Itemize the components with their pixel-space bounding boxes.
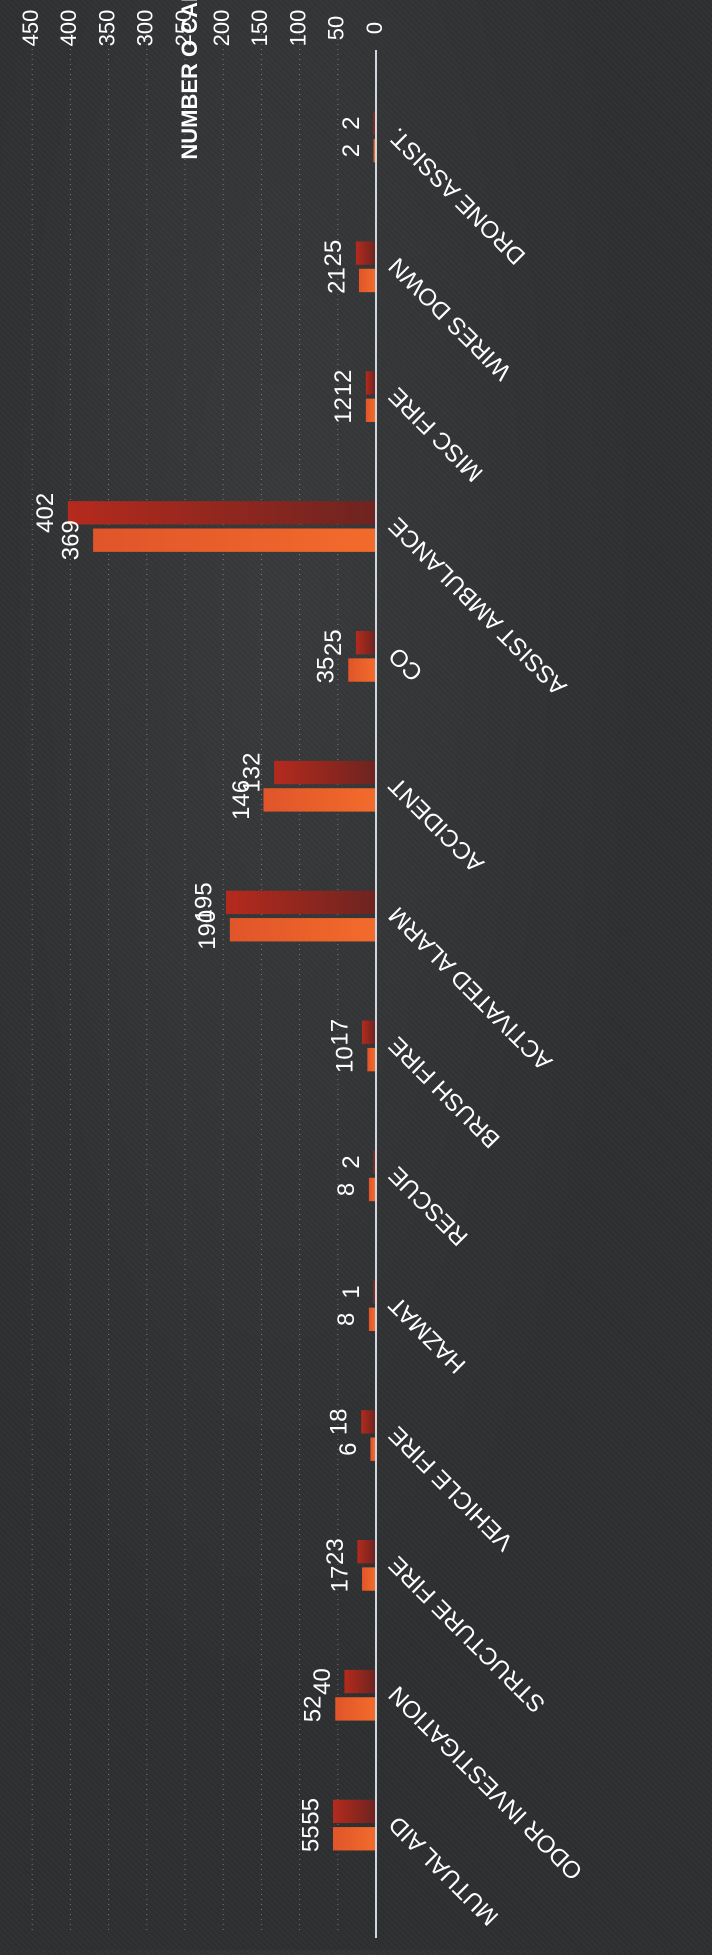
data-label: 17 <box>326 1566 353 1593</box>
category-label: MUTUAL AID <box>384 1810 504 1930</box>
data-label: 35 <box>313 657 340 684</box>
category-label: BRUSH FIRE <box>384 1031 506 1153</box>
data-label: 52 <box>300 1696 327 1723</box>
data-label: 195 <box>190 882 217 922</box>
bar-series-2 <box>357 1539 375 1564</box>
y-tick-label: 400 <box>56 10 81 47</box>
bar-series-2 <box>355 630 375 655</box>
bar-series-2 <box>373 1150 375 1174</box>
data-label: 2 <box>338 1155 365 1168</box>
y-tick-label: 450 <box>18 10 43 47</box>
category-label: MISC FIRE <box>384 382 489 487</box>
bar-series-1 <box>335 1697 375 1721</box>
bar-series-1 <box>370 1437 375 1461</box>
category-label: ACCIDENT <box>383 771 489 877</box>
data-label: 146 <box>228 780 255 820</box>
data-label: 25 <box>320 240 347 267</box>
y-axis-title: NUMBER O CALLS <box>177 0 202 160</box>
data-label: 8 <box>333 1313 360 1326</box>
bar-series-1 <box>362 1567 375 1591</box>
data-label: 2 <box>338 117 365 130</box>
data-label: 402 <box>32 493 59 533</box>
bar-series-2 <box>332 1799 375 1824</box>
category-label: VEHICLE FIRE <box>384 1421 519 1556</box>
y-tick-label: 300 <box>133 10 158 47</box>
bar-series-1 <box>348 658 375 682</box>
bar-series-1 <box>365 398 375 423</box>
y-tick-label: 200 <box>209 10 234 47</box>
category-label: RESCUE <box>384 1161 474 1251</box>
data-label: 17 <box>326 1019 353 1046</box>
data-label: 1 <box>338 1285 365 1298</box>
bar-series-2 <box>373 111 375 135</box>
category-label: DRONE ASSIST. <box>384 122 531 269</box>
y-tick-label: 100 <box>285 10 310 47</box>
category-label: HAZMAT <box>383 1291 471 1379</box>
bar-series-1 <box>368 1307 375 1332</box>
bar-series-1 <box>93 528 375 552</box>
y-tick-label: 50 <box>324 16 349 40</box>
bar-series-1 <box>373 138 375 163</box>
y-tick-label: 250 <box>171 10 196 47</box>
bar-series-1 <box>332 1827 375 1851</box>
bar-series-1 <box>358 268 375 293</box>
bar-series-2 <box>365 371 375 395</box>
data-label: 21 <box>323 267 350 294</box>
gridlines <box>31 20 339 1930</box>
data-label: 25 <box>320 629 347 656</box>
category-label: WIRES DOWN <box>384 252 517 385</box>
data-label: 55 <box>297 1825 324 1852</box>
data-label: 18 <box>326 1408 353 1435</box>
bar-series-1 <box>367 1047 375 1072</box>
category-label: CO <box>384 642 429 687</box>
bar-series-2 <box>274 760 375 785</box>
bar-series-2 <box>67 501 375 525</box>
data-label: 6 <box>335 1443 362 1456</box>
axes: 0 50 100 150 200 250 300 350 400 450 NUMBER O CALL… <box>18 0 387 1938</box>
data-label: 12 <box>330 370 357 397</box>
y-tick-label: 350 <box>94 10 119 47</box>
data-label: 23 <box>322 1538 349 1565</box>
bar-series-1 <box>229 918 375 942</box>
data-label: 40 <box>309 1668 336 1695</box>
data-label: 55 <box>297 1798 324 1825</box>
data-label: 2 <box>338 144 365 157</box>
bar-series-1 <box>263 788 375 812</box>
y-tick-label: 150 <box>247 10 272 47</box>
y-tick-label: 0 <box>362 22 387 34</box>
bar-series-1 <box>368 1177 375 1202</box>
bar-series-2 <box>361 1410 375 1434</box>
data-label: 8 <box>333 1183 360 1196</box>
data-label: 132 <box>238 753 265 793</box>
bar-series-2 <box>373 1280 375 1304</box>
bar-series-2 <box>226 890 375 915</box>
data-label: 12 <box>330 397 357 424</box>
bars <box>67 111 375 1851</box>
bar-series-2 <box>362 1020 375 1044</box>
bar-series-2 <box>344 1669 375 1694</box>
data-label: 369 <box>57 520 84 560</box>
bar-series-2 <box>355 241 375 265</box>
data-label: 10 <box>332 1046 359 1073</box>
data-label: 190 <box>194 910 221 950</box>
